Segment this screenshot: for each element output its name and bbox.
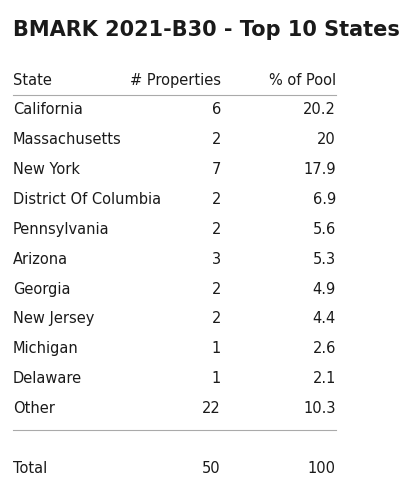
Text: 6: 6 [212,102,221,117]
Text: 2.1: 2.1 [312,371,336,386]
Text: BMARK 2021-B30 - Top 10 States: BMARK 2021-B30 - Top 10 States [13,19,400,39]
Text: 2.6: 2.6 [312,341,336,356]
Text: Other: Other [13,401,55,416]
Text: % of Pool: % of Pool [269,73,336,88]
Text: 50: 50 [202,461,221,476]
Text: 20.2: 20.2 [303,102,336,117]
Text: 1: 1 [212,371,221,386]
Text: California: California [13,102,83,117]
Text: 10.3: 10.3 [303,401,336,416]
Text: Massachusetts: Massachusetts [13,132,122,147]
Text: Total: Total [13,461,47,476]
Text: New Jersey: New Jersey [13,311,94,326]
Text: 6.9: 6.9 [312,192,336,207]
Text: Georgia: Georgia [13,281,71,297]
Text: 2: 2 [211,192,221,207]
Text: 1: 1 [212,341,221,356]
Text: 17.9: 17.9 [303,162,336,177]
Text: State: State [13,73,52,88]
Text: 4.9: 4.9 [312,281,336,297]
Text: Pennsylvania: Pennsylvania [13,222,110,237]
Text: 7: 7 [211,162,221,177]
Text: 2: 2 [211,281,221,297]
Text: Delaware: Delaware [13,371,82,386]
Text: 100: 100 [308,461,336,476]
Text: Arizona: Arizona [13,252,68,267]
Text: New York: New York [13,162,80,177]
Text: District Of Columbia: District Of Columbia [13,192,161,207]
Text: 5.3: 5.3 [312,252,336,267]
Text: # Properties: # Properties [130,73,221,88]
Text: Michigan: Michigan [13,341,79,356]
Text: 5.6: 5.6 [312,222,336,237]
Text: 2: 2 [211,132,221,147]
Text: 3: 3 [212,252,221,267]
Text: 4.4: 4.4 [312,311,336,326]
Text: 2: 2 [211,311,221,326]
Text: 22: 22 [202,401,221,416]
Text: 20: 20 [317,132,336,147]
Text: 2: 2 [211,222,221,237]
